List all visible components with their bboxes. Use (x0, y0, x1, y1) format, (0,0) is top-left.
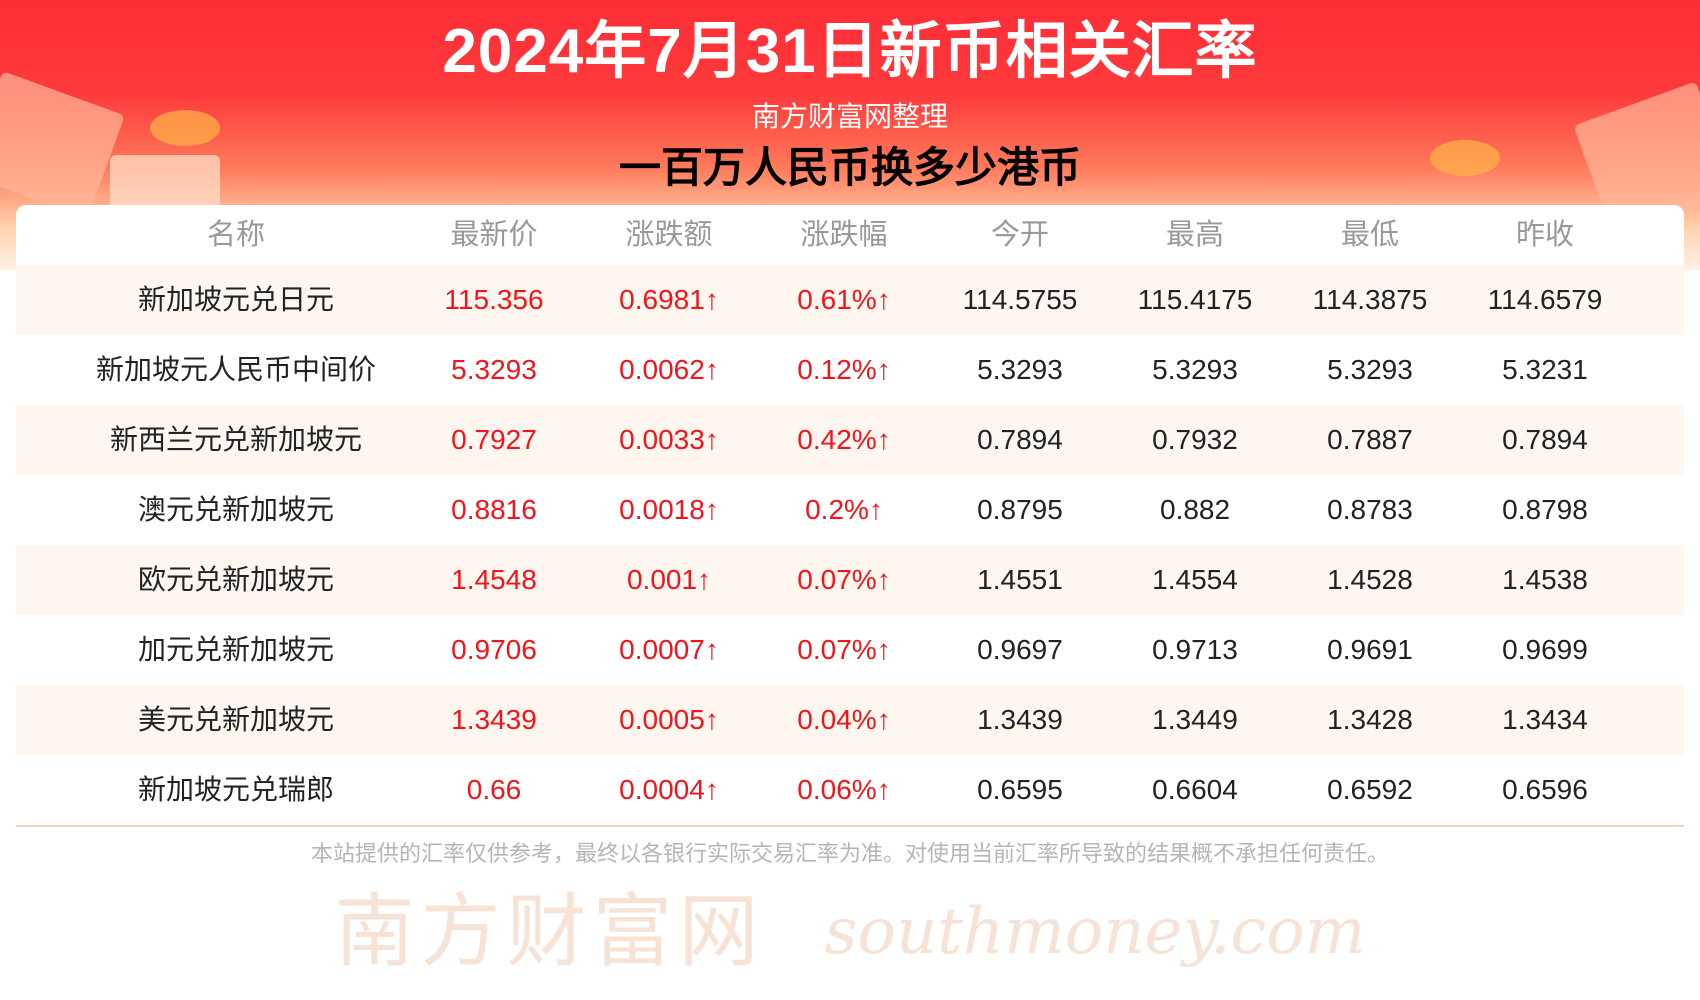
column-header: 最低 (1340, 219, 1400, 251)
latest-cell: 115.356 (444, 284, 544, 315)
decor-coin (1430, 140, 1500, 176)
low-cell: 114.3875 (1312, 284, 1428, 315)
high-cell: 0.9713 (1152, 634, 1238, 665)
change-cell: 0.0033↑ (619, 424, 719, 455)
watermark-en: southmoney.com (824, 895, 1366, 969)
high-cell: 0.7932 (1152, 424, 1238, 455)
page-title: 2024年7月31日新币相关汇率 (442, 17, 1258, 86)
change-pct-cell: 0.2%↑ (805, 494, 883, 525)
change-pct-cell: 0.61%↑ (797, 284, 891, 315)
prev-close-cell: 114.6579 (1487, 284, 1603, 315)
name-cell: 新西兰元兑新加坡元 (109, 424, 363, 455)
latest-cell: 0.9706 (451, 634, 537, 665)
change-pct-cell: 0.42%↑ (797, 424, 891, 455)
low-cell: 0.8783 (1327, 494, 1413, 525)
open-cell: 1.4551 (977, 564, 1063, 595)
column-header: 最新价 (450, 219, 538, 251)
change-cell: 0.0005↑ (619, 704, 719, 735)
name-cell: 新加坡元兑日元 (137, 284, 335, 315)
low-cell: 1.4528 (1327, 564, 1413, 595)
change-cell: 0.0004↑ (619, 774, 719, 805)
open-cell: 0.6595 (977, 774, 1063, 805)
change-cell: 0.0062↑ (619, 354, 719, 385)
table-row: 澳元兑新加坡元 0.8816 0.0018↑ 0.2%↑ 0.8795 0.882 0.87… (16, 475, 1684, 545)
high-cell: 0.882 (1159, 494, 1231, 525)
open-cell: 5.3293 (977, 354, 1063, 385)
low-cell: 1.3428 (1327, 704, 1413, 735)
high-cell: 115.4175 (1137, 284, 1253, 315)
name-cell: 新加坡元兑瑞郎 (137, 774, 335, 805)
low-cell: 0.7887 (1327, 424, 1413, 455)
high-cell: 0.6604 (1152, 774, 1238, 805)
latest-cell: 0.66 (466, 774, 522, 805)
latest-cell: 1.3439 (451, 704, 537, 735)
overlay-caption: 一百万人民币换多少港币 (618, 144, 1081, 191)
table-row: 新加坡元人民币中间价 5.3293 0.0062↑ 0.12%↑ 5.3293 5.329… (16, 335, 1684, 405)
low-cell: 5.3293 (1327, 354, 1413, 385)
prev-close-cell: 1.4538 (1502, 564, 1588, 595)
column-header: 涨跌幅 (800, 219, 888, 251)
name-cell: 新加坡元人民币中间价 (95, 354, 377, 385)
table-row: 欧元兑新加坡元 1.4548 0.001↑ 0.07%↑ 1.4551 1.4554 1.4… (16, 545, 1684, 615)
open-cell: 0.7894 (977, 424, 1063, 455)
prev-close-cell: 0.6596 (1502, 774, 1588, 805)
open-cell: 114.5755 (962, 284, 1078, 315)
table-row: 新加坡元兑日元 115.356 0.6981↑ 0.61%↑ 114.5755 115.4… (16, 265, 1684, 335)
table-row: 新加坡元兑瑞郎 0.66 0.0004↑ 0.06%↑ 0.6595 0.6604 0.65… (16, 755, 1684, 825)
latest-cell: 5.3293 (451, 354, 537, 385)
prev-close-cell: 1.3434 (1502, 704, 1588, 735)
table-header: 名称 最新价 涨跌额 涨跌幅 今开 最高 最低 昨收 (16, 205, 1684, 265)
high-cell: 1.4554 (1152, 564, 1238, 595)
prev-close-cell: 0.7894 (1502, 424, 1588, 455)
latest-cell: 1.4548 (451, 564, 537, 595)
rates-table: 名称 最新价 涨跌额 涨跌幅 今开 最高 最低 昨收新加坡元兑日元 115.356 0.6981↑… (16, 205, 1684, 827)
change-cell: 0.0018↑ (619, 494, 719, 525)
column-header: 今开 (990, 219, 1050, 251)
name-cell: 欧元兑新加坡元 (137, 564, 335, 595)
latest-cell: 0.8816 (451, 494, 537, 525)
prev-close-cell: 0.9699 (1502, 634, 1588, 665)
decor-coin (150, 110, 220, 146)
table-row: 新西兰元兑新加坡元 0.7927 0.0033↑ 0.42%↑ 0.7894 0.7932… (16, 405, 1684, 475)
open-cell: 0.8795 (977, 494, 1063, 525)
watermark: 南方财富网 southmoney.com (0, 884, 1700, 980)
change-pct-cell: 0.07%↑ (797, 564, 891, 595)
open-cell: 0.9697 (977, 634, 1063, 665)
high-cell: 5.3293 (1152, 354, 1238, 385)
change-cell: 0.001↑ (626, 564, 712, 595)
column-header: 昨收 (1515, 219, 1575, 251)
name-cell: 加元兑新加坡元 (137, 634, 335, 665)
change-pct-cell: 0.06%↑ (797, 774, 891, 805)
column-header: 名称 (206, 219, 266, 251)
open-cell: 1.3439 (977, 704, 1063, 735)
table-row: 美元兑新加坡元 1.3439 0.0005↑ 0.04%↑ 1.3439 1.3449 1.… (16, 685, 1684, 755)
change-cell: 0.6981↑ (619, 284, 719, 315)
name-cell: 澳元兑新加坡元 (137, 494, 335, 525)
low-cell: 0.9691 (1327, 634, 1413, 665)
change-cell: 0.0007↑ (619, 634, 719, 665)
name-cell: 美元兑新加坡元 (137, 704, 335, 735)
column-header: 涨跌额 (625, 219, 713, 251)
watermark-cn: 南方财富网 (334, 885, 765, 978)
prev-close-cell: 0.8798 (1502, 494, 1588, 525)
prev-close-cell: 5.3231 (1502, 354, 1588, 385)
page-subtitle: 南方财富网整理 (751, 101, 948, 132)
change-pct-cell: 0.12%↑ (797, 354, 891, 385)
low-cell: 0.6592 (1327, 774, 1413, 805)
high-cell: 1.3449 (1152, 704, 1238, 735)
latest-cell: 0.7927 (451, 424, 537, 455)
change-pct-cell: 0.04%↑ (797, 704, 891, 735)
change-pct-cell: 0.07%↑ (797, 634, 891, 665)
table-row: 加元兑新加坡元 0.9706 0.0007↑ 0.07%↑ 0.9697 0.9713 0.… (16, 615, 1684, 685)
disclaimer: 本站提供的汇率仅供参考，最终以各银行实际交易汇率为准。对使用当前汇率所导致的结果… (310, 841, 1389, 866)
column-header: 最高 (1165, 219, 1225, 251)
